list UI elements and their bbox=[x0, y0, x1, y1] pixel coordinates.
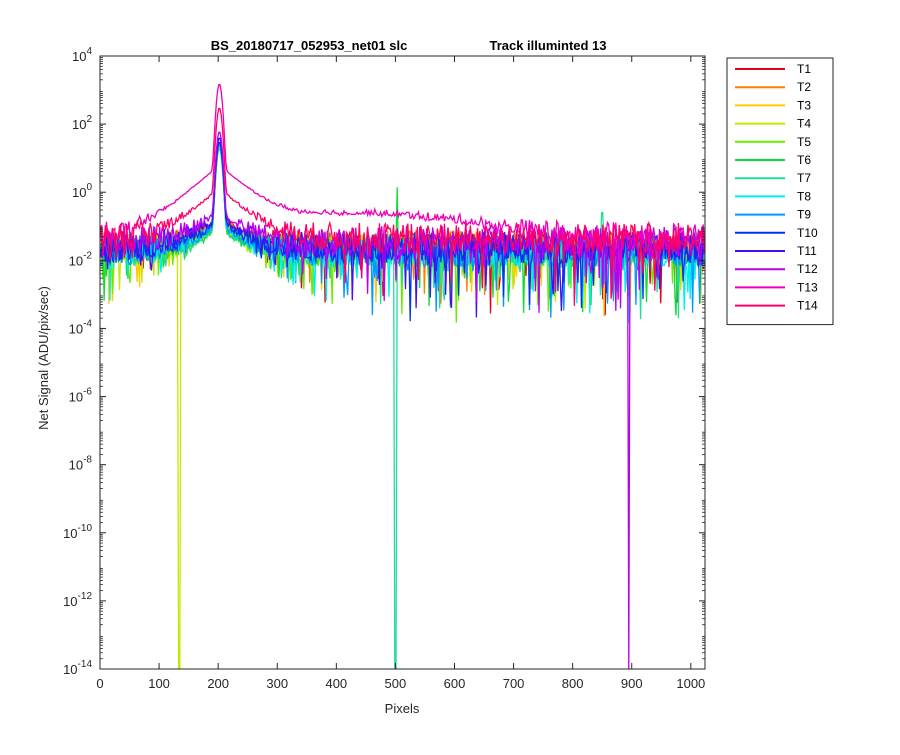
x-tick-label: 300 bbox=[266, 676, 288, 691]
legend-box bbox=[726, 57, 834, 326]
legend-label: T4 bbox=[797, 117, 811, 131]
y-tick-label: 10-12 bbox=[63, 591, 92, 609]
x-tick-label: 800 bbox=[562, 676, 584, 691]
ticks-layer: 0 100 200 300 400 500 600 700 800 900 1000 104 102 10… bbox=[63, 46, 705, 691]
x-tick-label: 200 bbox=[207, 676, 229, 691]
legend: T1 T2 T3 T4 T5 T6 T7 T8 T9 T10 T11 T12 T13 T14 bbox=[726, 57, 834, 326]
x-tick-label: 0 bbox=[96, 676, 103, 691]
chart-subtitle: Track illuminted 13 bbox=[489, 38, 606, 53]
legend-label: T5 bbox=[797, 135, 811, 149]
legend-label: T11 bbox=[797, 244, 817, 258]
legend-label: T1 bbox=[797, 62, 811, 76]
x-tick-label: 100 bbox=[148, 676, 170, 691]
x-tick-label: 600 bbox=[444, 676, 466, 691]
x-axis-label: Pixels bbox=[385, 701, 420, 716]
y-axis-label: Net Signal (ADU/pix/sec) bbox=[36, 286, 51, 430]
legend-label: T12 bbox=[797, 262, 818, 276]
legend-label: T2 bbox=[797, 80, 811, 94]
y-tick-label: 10-14 bbox=[63, 659, 92, 677]
x-tick-label: 700 bbox=[503, 676, 525, 691]
legend-label: T8 bbox=[797, 189, 811, 203]
legend-label: T3 bbox=[797, 98, 811, 112]
x-tick-label: 400 bbox=[325, 676, 347, 691]
x-tick-label: 900 bbox=[621, 676, 643, 691]
y-tick-label: 104 bbox=[72, 46, 92, 64]
series-line-t14 bbox=[100, 107, 705, 306]
x-tick-label: 500 bbox=[385, 676, 407, 691]
legend-label: T6 bbox=[797, 153, 811, 167]
y-tick-label: 10-6 bbox=[69, 387, 93, 405]
chart-title: BS_20180717_052953_net01 slc bbox=[211, 38, 408, 53]
plot-frame bbox=[99, 55, 706, 670]
legend-label: T10 bbox=[797, 226, 818, 240]
y-tick-label: 10-10 bbox=[63, 523, 92, 541]
y-tick-label: 10-2 bbox=[69, 250, 93, 268]
x-tick-label: 1000 bbox=[676, 676, 705, 691]
series-layer bbox=[100, 84, 705, 669]
legend-label: T7 bbox=[797, 171, 811, 185]
legend-label: T14 bbox=[797, 299, 818, 313]
legend-label: T13 bbox=[797, 280, 818, 294]
legend-label: T9 bbox=[797, 208, 811, 222]
y-tick-label: 100 bbox=[72, 182, 92, 200]
y-tick-label: 10-8 bbox=[69, 455, 93, 473]
y-tick-label: 102 bbox=[72, 114, 92, 132]
y-tick-label: 10-4 bbox=[69, 318, 93, 336]
